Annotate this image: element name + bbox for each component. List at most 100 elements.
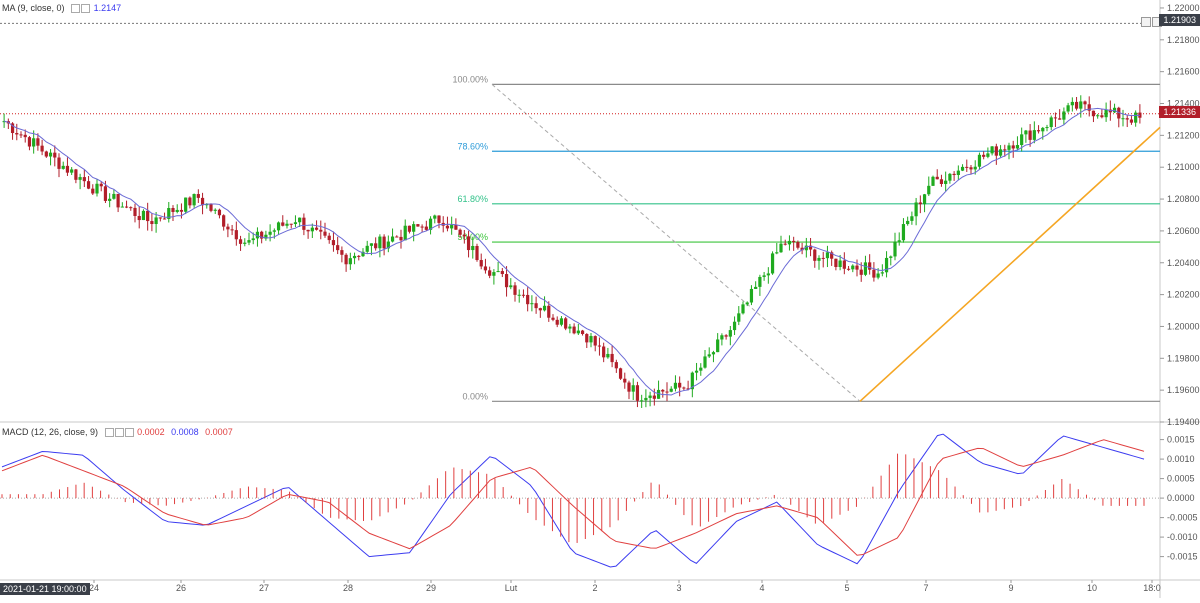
candle-body — [627, 382, 631, 392]
candle-body — [737, 313, 741, 322]
candle-body — [458, 229, 462, 235]
candle-body — [454, 225, 458, 230]
candle-body — [437, 215, 441, 223]
candle-body — [910, 216, 914, 221]
candle-body — [255, 231, 260, 239]
ma-line — [3, 107, 1140, 396]
hide-icon[interactable] — [124, 428, 134, 438]
candle-body — [184, 197, 188, 212]
candle-body — [27, 137, 32, 147]
candle-body — [711, 352, 716, 355]
candle-body — [813, 249, 817, 261]
candle-body — [433, 215, 437, 219]
candle-body — [65, 165, 70, 173]
time-tick-label: 7 — [923, 583, 928, 593]
candle-body — [1100, 115, 1104, 118]
candle-body — [390, 236, 395, 242]
settings-icon[interactable] — [71, 4, 81, 14]
candle-body — [53, 152, 57, 158]
candle-body — [876, 273, 880, 278]
candle-body — [340, 250, 344, 255]
candle-body — [597, 345, 602, 347]
candle-body — [378, 236, 382, 249]
candle-body — [74, 169, 78, 180]
candle-body — [669, 388, 673, 392]
candle-body — [352, 255, 357, 259]
candle-body — [175, 209, 179, 212]
candle-body — [796, 242, 800, 248]
close-icon[interactable] — [114, 428, 124, 438]
candle-body — [1096, 115, 1100, 117]
candle-body — [306, 229, 310, 232]
candle-body — [70, 169, 74, 173]
candle-body — [872, 269, 876, 278]
time-tick-label: 18:0 — [1143, 583, 1161, 593]
candle-body — [112, 193, 116, 199]
candle-body — [635, 385, 640, 401]
candle-body — [61, 165, 65, 169]
candle-body — [196, 194, 200, 198]
candle-body — [965, 166, 969, 168]
close-icon[interactable] — [81, 4, 91, 14]
candle-body — [686, 388, 690, 390]
candle-body — [48, 152, 53, 157]
candle-body — [720, 335, 724, 340]
candle-body — [897, 240, 901, 242]
candle-body — [1083, 101, 1087, 105]
candle-body — [357, 255, 361, 257]
candle-body — [395, 236, 399, 238]
candle-body — [103, 186, 108, 201]
candle-body — [766, 273, 770, 276]
candle-body — [251, 238, 255, 241]
time-tick-label: 24 — [89, 583, 99, 593]
candle-body — [846, 268, 851, 270]
candle-body — [644, 397, 648, 401]
candle-body — [120, 206, 124, 208]
candle-body — [1011, 145, 1015, 149]
settings-icon[interactable] — [104, 428, 114, 438]
candle-body — [728, 330, 732, 337]
price-tick-label: 1.21400 — [1167, 99, 1200, 109]
candle-body — [382, 236, 386, 249]
candle-body — [927, 185, 931, 195]
candle-body — [293, 222, 298, 225]
macd-legend-label: MACD (12, 26, close, 9) — [2, 427, 99, 437]
candle-body — [716, 339, 720, 353]
candle-body — [399, 236, 403, 241]
candle-body — [1125, 118, 1129, 120]
candle-body — [450, 225, 454, 229]
candle-body — [547, 305, 551, 318]
candle-body — [1062, 111, 1066, 120]
candle-body — [754, 286, 758, 289]
candle-body — [944, 180, 948, 184]
candle-body — [606, 353, 610, 358]
candle-body — [724, 335, 728, 337]
ma-legend-value: 1.2147 — [93, 3, 122, 13]
candle-body — [272, 230, 276, 232]
candle-body — [745, 302, 749, 305]
candle-body — [167, 208, 171, 219]
candle-body — [749, 288, 754, 303]
candle-body — [935, 176, 939, 180]
candle-body — [901, 224, 906, 241]
time-tick-label: 5 — [844, 583, 849, 593]
price-tick-label: 1.21200 — [1167, 130, 1200, 140]
candle-body — [1070, 101, 1074, 106]
candle-body — [234, 230, 238, 240]
price-tick-label: 1.20600 — [1167, 226, 1200, 236]
candle-body — [602, 346, 606, 358]
scale-left-icon[interactable] — [1141, 17, 1151, 27]
candle-body — [331, 240, 336, 246]
candle-body — [361, 251, 365, 257]
time-tick-label: 29 — [426, 583, 436, 593]
candle-body — [344, 254, 348, 265]
candle-body — [268, 231, 272, 235]
candle-body — [374, 243, 378, 249]
candle-body — [10, 123, 15, 134]
candle-body — [513, 285, 517, 295]
marked-price-badge: 1.21903 — [1159, 14, 1200, 26]
candle-body — [319, 229, 323, 232]
candle-body — [365, 245, 369, 252]
